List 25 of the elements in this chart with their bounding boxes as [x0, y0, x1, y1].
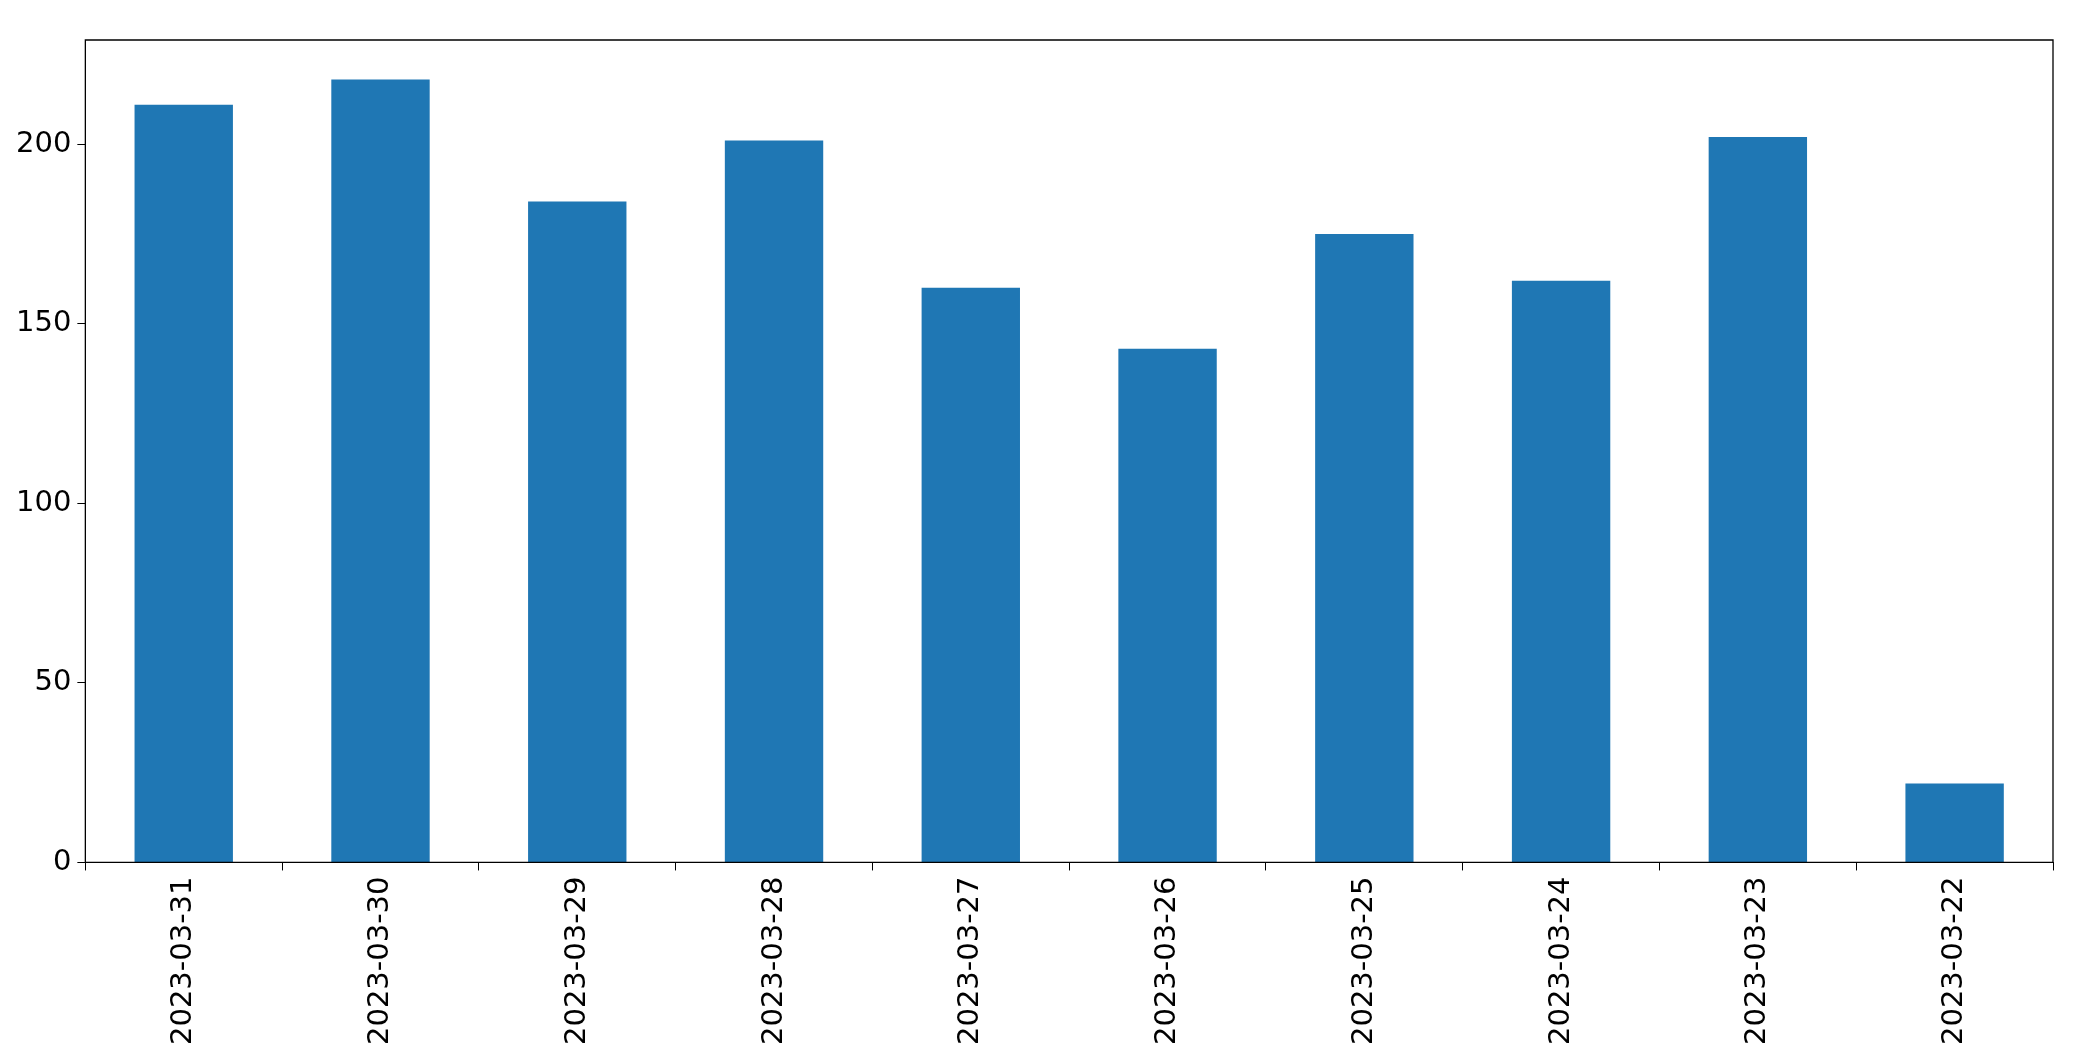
bar	[1118, 348, 1217, 862]
x-tick-label: 2023-03-27	[951, 876, 986, 1046]
y-tick-label: 200	[15, 124, 72, 159]
bar	[1511, 280, 1611, 862]
x-tick-label: 2023-03-28	[754, 876, 789, 1046]
x-tick-label: 2023-03-30	[361, 876, 396, 1046]
bar	[528, 201, 627, 862]
x-tick-label: 2023-03-29	[557, 876, 592, 1046]
bar	[331, 79, 430, 862]
bar	[134, 104, 233, 862]
bar	[724, 140, 824, 862]
x-tick-label: 2023-03-31	[164, 876, 199, 1046]
x-tick-label: 2023-03-26	[1148, 876, 1183, 1046]
y-tick-label: 0	[52, 843, 72, 877]
x-tick-label: 2023-03-24	[1541, 876, 1576, 1046]
x-tick-label: 2023-03-22	[1935, 876, 1970, 1046]
bar	[1905, 783, 2004, 862]
x-tick-label: 2023-03-25	[1344, 876, 1379, 1046]
bar	[1315, 233, 1414, 862]
y-tick-label: 150	[15, 304, 72, 339]
bar	[921, 287, 1020, 862]
y-tick-label: 50	[34, 663, 72, 698]
x-tick-label: 2023-03-23	[1738, 876, 1773, 1046]
bar	[1708, 136, 1808, 862]
y-tick-label: 100	[15, 483, 72, 518]
